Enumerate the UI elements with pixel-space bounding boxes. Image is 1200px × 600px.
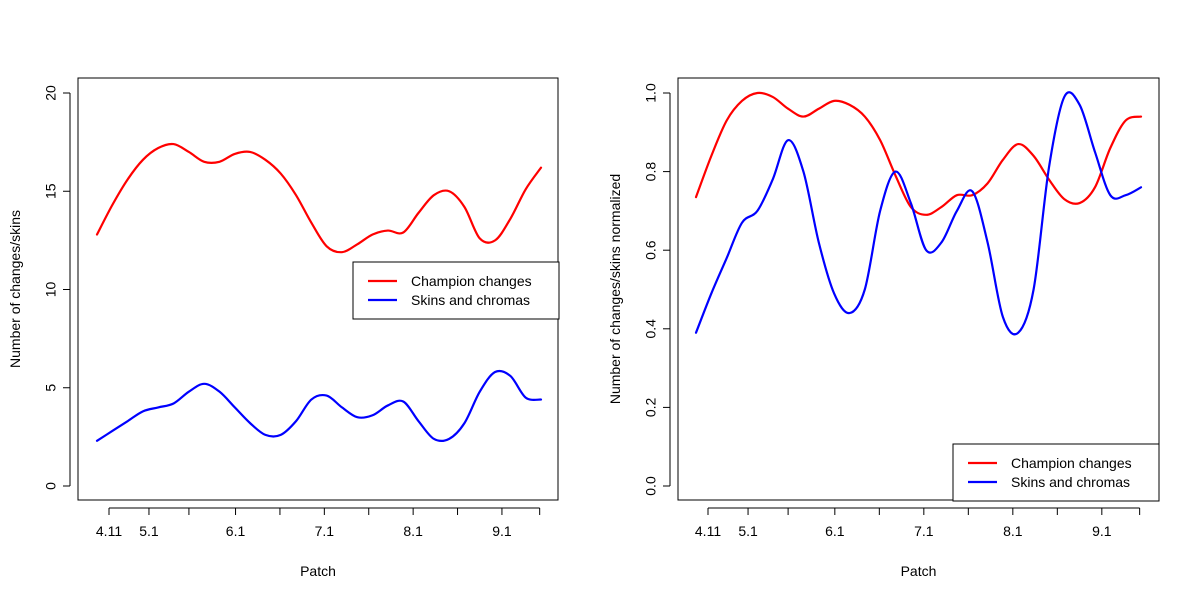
series-line-1 — [95, 142, 543, 254]
y-tick-label: 20 — [43, 85, 59, 101]
chart-panel-1: 0 5 10 15 20 4.11 5.1 6.1 7.1 8.1 9.1 Patch Number o… — [7, 77, 560, 579]
y-tick-label: 0.6 — [643, 240, 659, 260]
x-tick-label: 6.1 — [226, 523, 246, 539]
x-axis-title: Patch — [300, 563, 336, 579]
y-axis-title: Number of changes/skins normalized — [607, 174, 623, 404]
y-tick-label: 0.8 — [643, 162, 659, 182]
y-tick-label: 0 — [43, 482, 59, 490]
x-axis-title: Patch — [901, 563, 937, 579]
x-tick-label: 6.1 — [825, 523, 845, 539]
x-tick-label: 8.1 — [403, 523, 423, 539]
series-line-1 — [694, 91, 1143, 216]
legend-box — [352, 261, 560, 320]
x-tick-label: 4.11 — [695, 523, 721, 539]
y-tick-label: 0.0 — [643, 476, 659, 496]
legend-label-2: Skins and chromas — [411, 292, 530, 308]
chart-panel-2: 0.0 0.2 0.4 0.6 0.8 1.0 4.11 5.1 6.1 7.1 8.1 9.1 Pat… — [607, 77, 1160, 579]
legend-label-1: Champion changes — [411, 273, 532, 289]
legend-box — [952, 443, 1160, 502]
y-tick-label: 15 — [43, 183, 59, 199]
legend: Champion changes Skins and chromas — [352, 261, 560, 320]
series-line-2 — [694, 91, 1143, 336]
x-tick-label: 7.1 — [914, 523, 934, 539]
x-tick-label: 5.1 — [139, 523, 159, 539]
y-tick-label: 1.0 — [643, 83, 659, 103]
x-tick-label: 7.1 — [315, 523, 335, 539]
x-tick-label: 9.1 — [492, 523, 512, 539]
legend-label-1: Champion changes — [1011, 455, 1132, 471]
plot-frame — [677, 77, 1160, 501]
x-tick-label: 4.11 — [96, 523, 122, 539]
y-tick-label: 0.4 — [643, 319, 659, 339]
x-tick-label: 5.1 — [738, 523, 758, 539]
y-tick-label: 5 — [43, 384, 59, 392]
legend: Champion changes Skins and chromas — [952, 443, 1160, 502]
y-tick-label: 10 — [43, 282, 59, 298]
series-line-2 — [95, 369, 543, 443]
y-axis-title: Number of changes/skins — [7, 210, 23, 368]
x-tick-label: 9.1 — [1092, 523, 1112, 539]
x-tick-label: 8.1 — [1003, 523, 1023, 539]
y-tick-label: 0.2 — [643, 397, 659, 417]
legend-label-2: Skins and chromas — [1011, 474, 1130, 490]
